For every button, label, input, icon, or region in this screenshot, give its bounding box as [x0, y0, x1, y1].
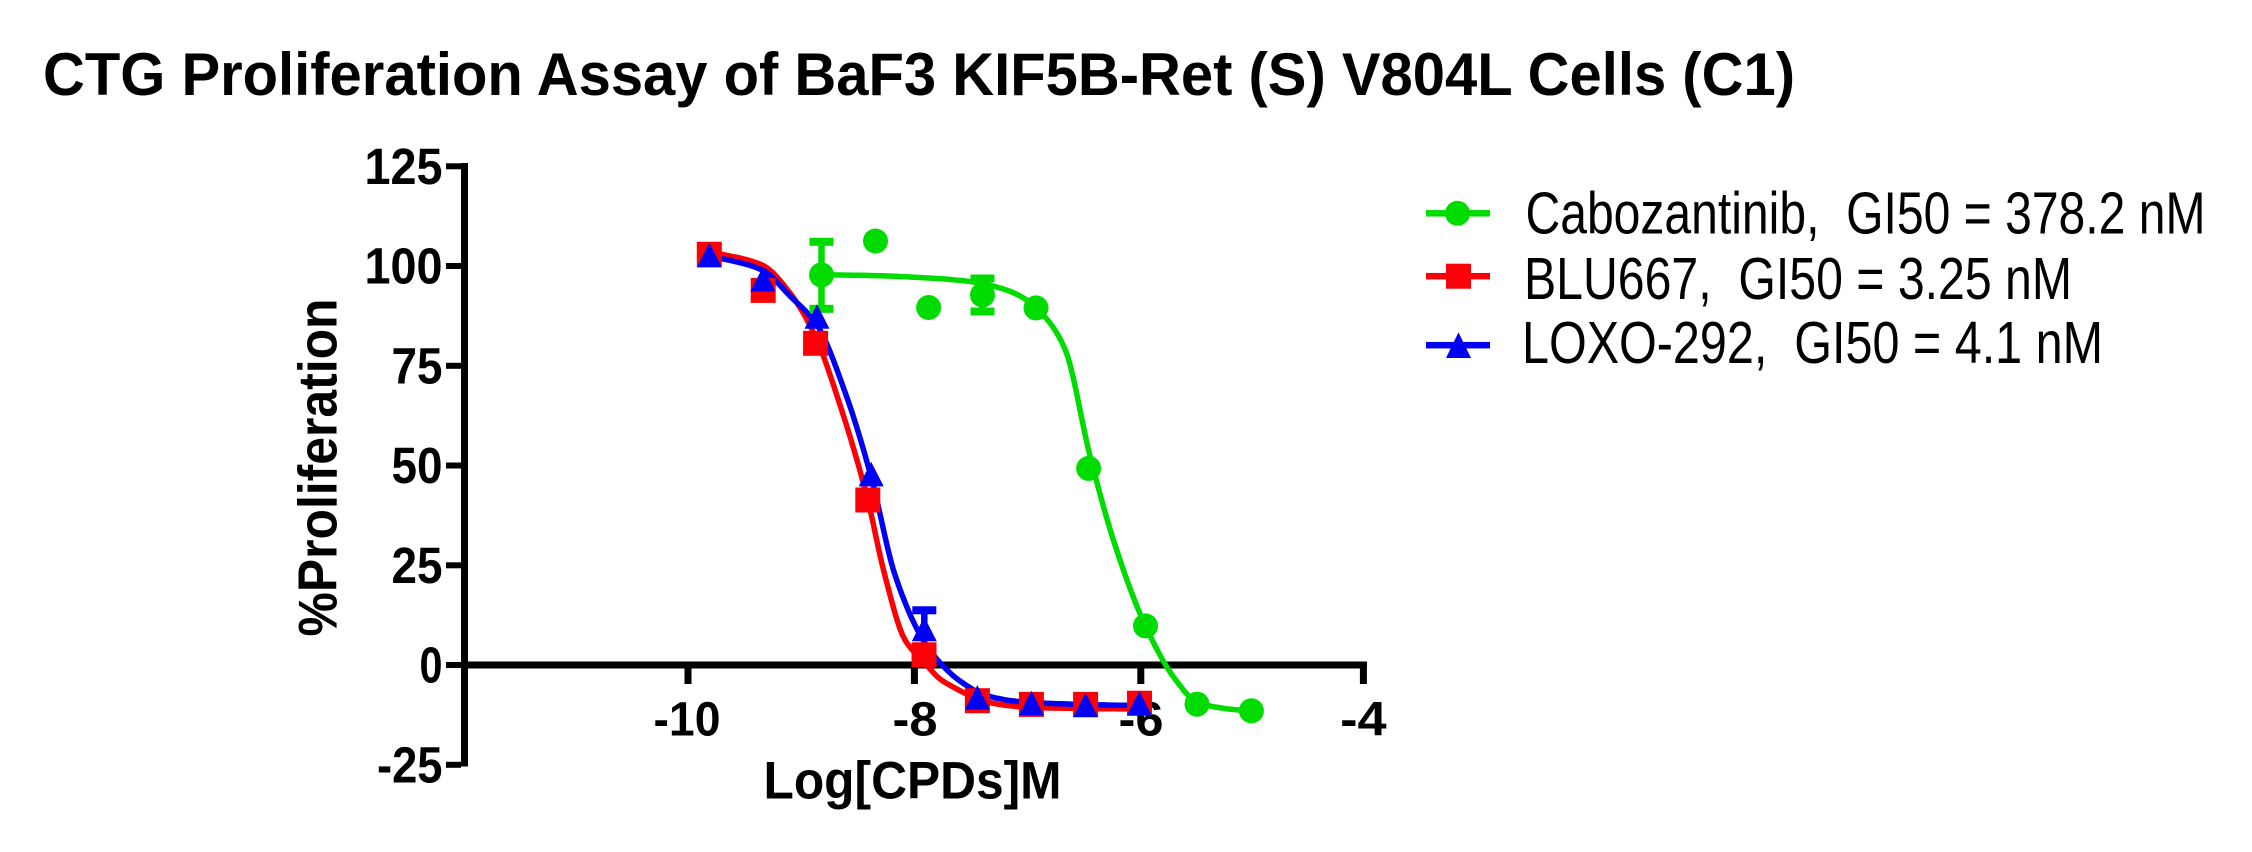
svg-text:Cabozantinib, GI50 = 378.2 nM: Cabozantinib, GI50 = 378.2 nM	[1526, 180, 2206, 246]
svg-text:LOXO-292, GI50 = 4.1 nM: LOXO-292, GI50 = 4.1 nM	[1522, 310, 2103, 376]
svg-text:Log[CPDs]M: Log[CPDs]M	[764, 751, 1062, 810]
svg-text:75: 75	[392, 337, 443, 394]
svg-text:25: 25	[392, 537, 443, 594]
svg-text:50: 50	[392, 437, 443, 494]
svg-text:-10: -10	[654, 693, 721, 746]
svg-text:-25: -25	[377, 737, 443, 794]
svg-text:125: 125	[365, 138, 443, 195]
svg-text:BLU667, GI50 = 3.25 nM: BLU667, GI50 = 3.25 nM	[1524, 246, 2072, 312]
svg-text:%Proliferation: %Proliferation	[288, 299, 349, 637]
svg-text:100: 100	[365, 238, 443, 295]
svg-text:0: 0	[420, 637, 443, 694]
svg-text:-4: -4	[1340, 693, 1387, 746]
svg-text:CTG Proliferation Assay of BaF: CTG Proliferation Assay of BaF3 KIF5B-Re…	[43, 41, 1795, 108]
svg-text:-8: -8	[893, 693, 938, 746]
